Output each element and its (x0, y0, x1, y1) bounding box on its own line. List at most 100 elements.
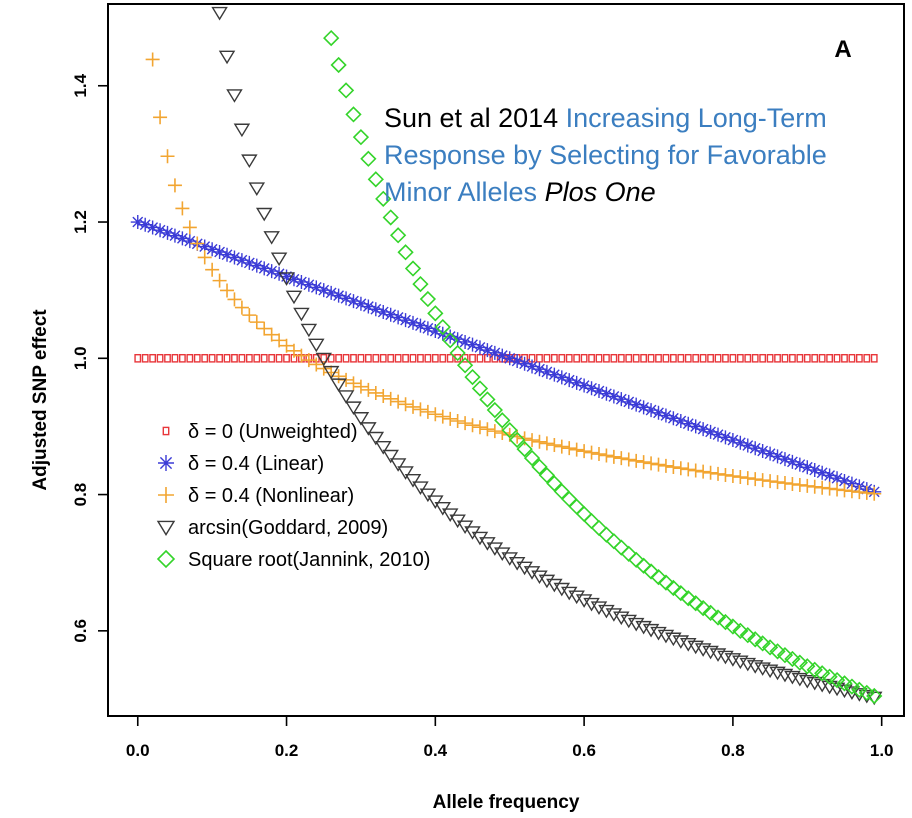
data-point (286, 343, 301, 358)
data-point (866, 687, 883, 705)
legend-label-1: δ = 0.4 (Linear) (188, 453, 324, 475)
data-point (389, 458, 407, 472)
data-point (837, 483, 852, 498)
data-point (480, 422, 495, 437)
y-tick-label: 1.4 (71, 73, 90, 97)
data-point (580, 353, 588, 363)
data-point (450, 414, 465, 429)
y-tick-label: 1.2 (71, 210, 90, 234)
data-point (367, 431, 385, 446)
series-2-points (145, 52, 882, 501)
data-point (263, 231, 280, 245)
data-point (375, 441, 392, 455)
data-point (141, 353, 149, 363)
data-point (699, 353, 707, 363)
data-point (234, 300, 249, 315)
data-point (803, 353, 811, 363)
data-point (562, 441, 577, 456)
data-point (635, 557, 652, 574)
data-point (539, 364, 554, 379)
data-point (547, 367, 562, 382)
data-point (836, 675, 853, 692)
data-point (584, 381, 599, 396)
data-point (242, 255, 257, 270)
citation-prefix: Sun et al 2014 (384, 103, 566, 133)
data-point (755, 443, 770, 458)
data-point (525, 433, 540, 448)
data-point (538, 574, 556, 589)
data-point (848, 353, 856, 363)
data-point (205, 242, 220, 257)
data-point (651, 457, 666, 472)
paper-title-link[interactable]: Increasing Long-Term Response by Selecti… (384, 103, 827, 207)
data-point (733, 470, 748, 485)
data-point (175, 231, 190, 246)
data-point (487, 345, 502, 360)
data-point (257, 321, 272, 336)
data-point (867, 486, 882, 501)
data-point (642, 563, 660, 580)
data-point (754, 662, 771, 676)
data-point (644, 456, 659, 471)
data-point (733, 435, 748, 450)
data-point (431, 353, 439, 363)
data-point (532, 434, 547, 449)
data-point (687, 640, 704, 655)
data-point (360, 150, 377, 167)
data-point (419, 488, 437, 503)
data-point (791, 654, 808, 671)
data-point (640, 353, 648, 363)
x-axis-title: Allele frequency (433, 792, 580, 813)
data-point (655, 353, 662, 363)
data-point (253, 353, 261, 363)
data-point (309, 280, 324, 295)
data-point (855, 353, 863, 363)
y-tick-label: 0.6 (71, 619, 90, 643)
data-point (301, 353, 316, 368)
y-axis-title: Adjusted SNP effect (30, 309, 51, 491)
data-point (286, 272, 301, 287)
data-point (391, 310, 406, 325)
data-point (763, 474, 778, 489)
data-point (130, 215, 145, 230)
data-point (360, 422, 377, 436)
data-point (167, 228, 182, 243)
data-point (464, 368, 481, 386)
data-point (249, 315, 264, 330)
data-point (449, 344, 466, 362)
data-point (472, 340, 487, 355)
data-point (335, 353, 343, 363)
data-point (748, 472, 763, 487)
data-point (833, 353, 841, 363)
data-point (182, 220, 197, 235)
data-point (245, 353, 253, 363)
x-tick-label: 0.2 (275, 741, 299, 760)
data-point (796, 353, 804, 363)
data-point (361, 299, 376, 314)
data-point (769, 643, 786, 660)
data-point (577, 378, 592, 393)
data-point (364, 353, 372, 363)
data-point (167, 178, 182, 193)
legend-marker-0 (162, 426, 170, 436)
data-point (398, 313, 413, 328)
data-point (323, 29, 340, 47)
data-point (858, 684, 875, 702)
data-point (605, 533, 623, 550)
data-point (739, 627, 756, 644)
data-point (469, 353, 476, 363)
data-point (717, 613, 734, 631)
data-point (308, 338, 325, 353)
data-marks (130, 6, 883, 706)
data-point (621, 394, 636, 409)
data-point (383, 307, 398, 322)
data-point (375, 190, 392, 207)
data-point (339, 291, 354, 306)
data-point (747, 631, 764, 648)
data-point (171, 353, 179, 363)
series-1-points (130, 215, 882, 499)
data-point (599, 386, 614, 401)
legend-label-3: arcsin(Goddard, 2009) (188, 517, 388, 539)
data-point (397, 244, 414, 261)
data-point (220, 283, 235, 298)
